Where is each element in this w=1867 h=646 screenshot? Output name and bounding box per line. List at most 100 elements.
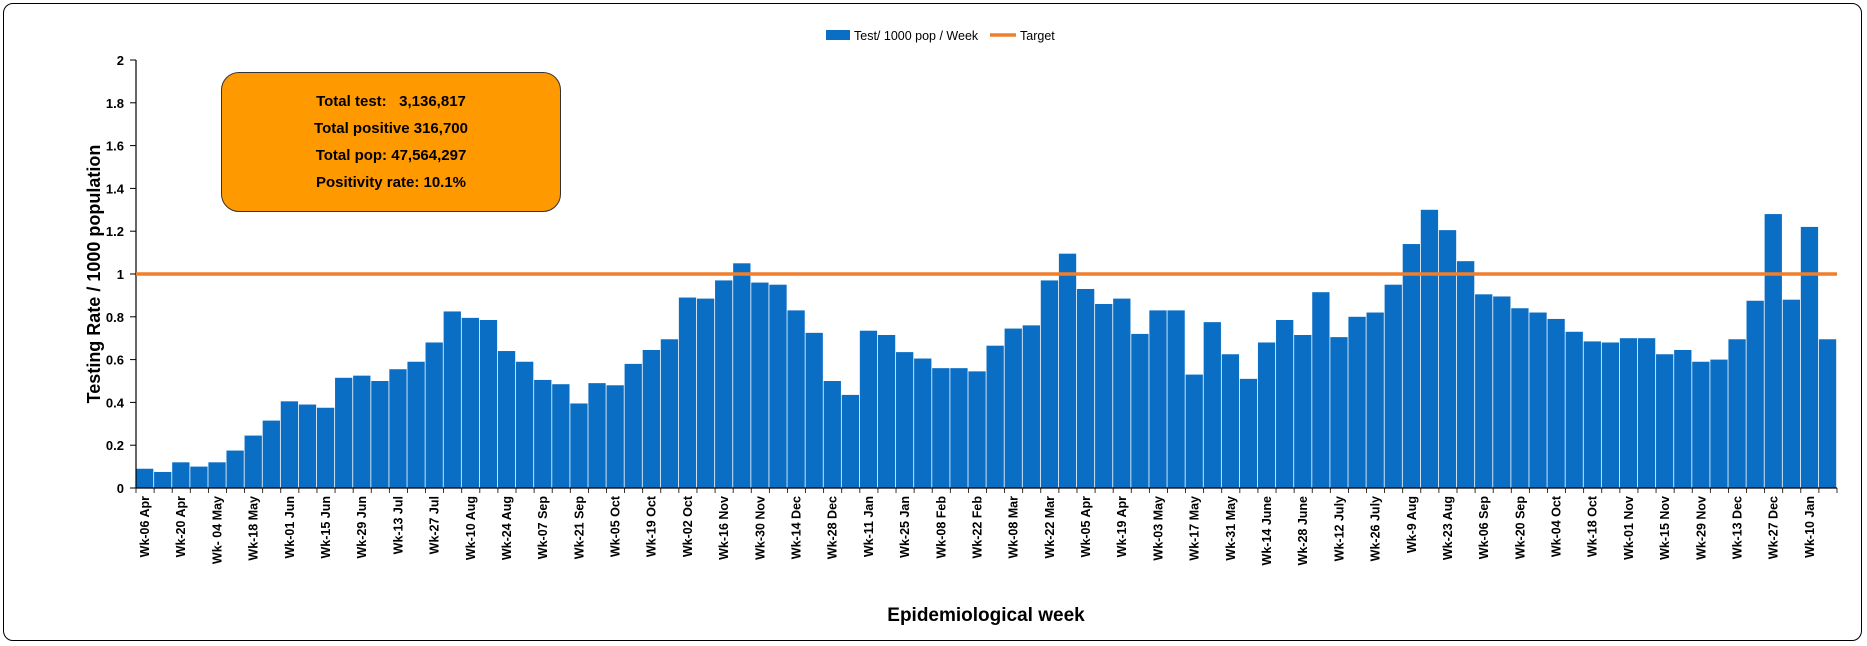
bar [1764, 214, 1782, 488]
x-tick-label: Wk-20 Apr [174, 496, 188, 557]
x-tick-label: Wk-01 Nov [1622, 496, 1636, 560]
bar [1511, 308, 1529, 488]
x-tick-label: Wk-29 Jun [355, 496, 369, 559]
bar [1095, 303, 1113, 488]
bar [986, 345, 1004, 488]
bar [1475, 294, 1493, 488]
x-tick-label: Wk-21 Sep [572, 496, 586, 560]
bar [950, 368, 968, 488]
x-tick-label: Wk-31 May [1224, 496, 1238, 561]
bar [1583, 341, 1601, 488]
bar [1438, 230, 1457, 488]
bar [1619, 338, 1638, 488]
x-tick-label: Wk-11 Jan [862, 496, 876, 557]
y-tick-label: 0.8 [106, 310, 124, 325]
bar [1040, 280, 1059, 488]
x-tick-label: Wk-15 Nov [1658, 496, 1672, 560]
y-tick-label: 0.2 [106, 438, 124, 453]
x-tick-label: Wk-06 Sep [1477, 496, 1491, 560]
bar [1800, 226, 1819, 489]
x-tick-label: Wk-08 Mar [1007, 496, 1021, 559]
x-tick-label: Wk-22 Feb [970, 496, 984, 559]
bar [1366, 312, 1384, 488]
bar [1294, 334, 1312, 488]
y-tick-label: 2 [117, 53, 124, 68]
bar [914, 358, 932, 488]
y-axis-ticks: 0 0.2 0.4 0.6 0.8 1 1.2 1.4 1.6 1.8 2 [106, 53, 136, 496]
x-tick-label: Wk-18 May [247, 496, 261, 561]
bar [190, 466, 208, 488]
bar [642, 349, 660, 488]
bar [1601, 342, 1620, 488]
x-tick-label: Wk-05 Oct [609, 495, 623, 557]
x-tick-label: Wk-22 Mar [1043, 496, 1057, 559]
y-tick-label: 1.8 [106, 96, 124, 111]
bar [335, 377, 353, 488]
x-tick-label: Wk-20 Sep [1513, 496, 1527, 560]
legend-bar-swatch [826, 30, 850, 40]
x-tick-label: Wk-14 June [1260, 496, 1274, 566]
x-tick-label: Wk-9 Aug [1405, 496, 1419, 553]
bar [1022, 325, 1040, 488]
y-tick-label: 0 [117, 481, 124, 496]
bar [389, 369, 407, 488]
bar [1076, 288, 1095, 488]
x-tick-label: Wk-05 Apr [1079, 496, 1093, 557]
x-tick-label: Wk-03 May [1151, 496, 1165, 561]
bar [1113, 298, 1131, 488]
bar [1276, 320, 1294, 488]
x-tick-label: Wk-30 Nov [753, 496, 767, 560]
bar [1004, 328, 1022, 488]
bar [1782, 299, 1801, 488]
x-tick-label: Wk-12 July [1332, 496, 1346, 561]
bar [1257, 342, 1276, 488]
bar [896, 352, 914, 488]
bar [841, 394, 860, 488]
y-tick-label: 0.6 [106, 353, 124, 368]
x-tick-label: Wk-24 Aug [500, 496, 514, 560]
bar [1493, 296, 1511, 488]
x-tick-label: Wk-27 Dec [1767, 496, 1781, 559]
bar [1728, 339, 1746, 488]
x-tick-label: Wk-06 Apr [138, 496, 152, 557]
bar [877, 334, 896, 488]
bar [534, 379, 552, 488]
x-tick-label: Wk-04 Oct [1550, 495, 1564, 557]
y-tick-label: 1 [117, 267, 124, 282]
total-pop-text: Total pop: 47,564,297 [315, 147, 467, 164]
bar [1692, 361, 1710, 488]
chart-frame [3, 3, 1862, 641]
bar [624, 363, 642, 488]
axes [135, 60, 1838, 493]
bar [1547, 318, 1565, 488]
bar [1818, 339, 1837, 488]
bar [316, 407, 335, 488]
x-tick-label: Wk-10 Jan [1803, 496, 1817, 558]
x-tick-label: Wk-14 Dec [789, 496, 803, 559]
bar [1149, 310, 1167, 488]
bar [751, 282, 769, 488]
bar [154, 471, 172, 488]
x-tick-label: Wk-01 Jun [283, 496, 297, 559]
x-tick-label: Wk-13 Dec [1730, 496, 1744, 559]
bar [823, 381, 841, 488]
bar [606, 385, 624, 488]
bar [1402, 244, 1420, 488]
y-tick-label: 1.6 [106, 139, 124, 154]
bar [298, 404, 317, 488]
x-tick-label: Wk-29 Nov [1694, 496, 1708, 560]
x-tick-label: Wk-07 Sep [536, 496, 550, 560]
bar [787, 310, 805, 488]
bar [1710, 359, 1728, 488]
bar [859, 330, 878, 488]
y-tick-label: 1.2 [106, 224, 124, 239]
x-tick-label: Wk-18 Oct [1586, 495, 1600, 557]
bar [1656, 354, 1674, 488]
bar [479, 320, 498, 488]
bar [1348, 316, 1366, 488]
bar [696, 298, 715, 488]
x-tick-label: Wk-19 Apr [1115, 496, 1129, 557]
bar [968, 371, 986, 488]
bar [226, 450, 244, 488]
